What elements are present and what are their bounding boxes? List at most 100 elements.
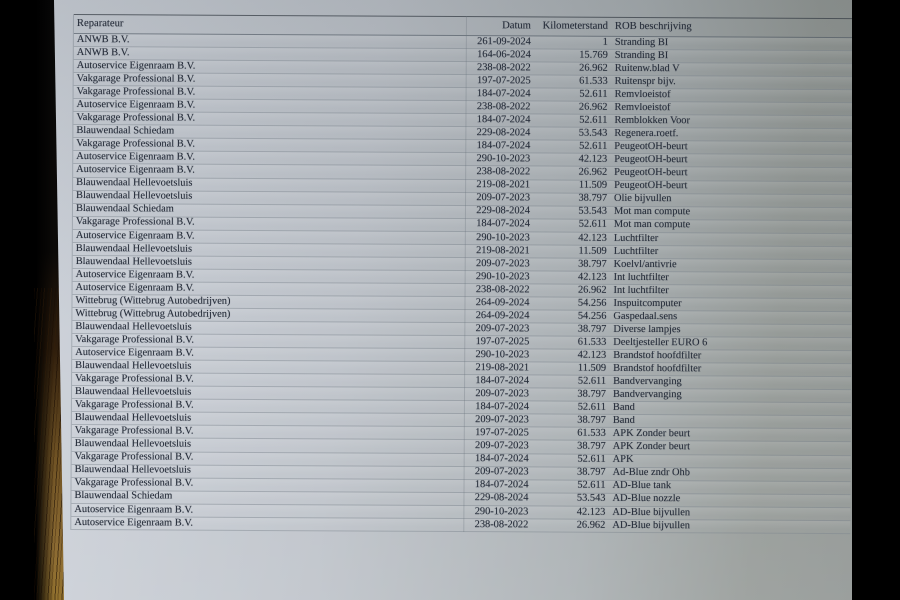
cell-rob-beschrijving: AD-Blue tank [612, 481, 672, 492]
cell-kilometerstand: 38.797 [577, 414, 606, 426]
cell-reparateur: Autoservice Eigenraam B.V. [75, 230, 195, 242]
cell-datum: 290-10-2023 [476, 153, 531, 165]
cell-kilometerstand: 11.509 [578, 179, 608, 192]
cell-kilometerstand: 52.611 [579, 88, 608, 100]
cell-reparateur: Blauwendaal Schiedam [75, 204, 174, 215]
cell-kilometerstand: 54.256 [577, 310, 607, 322]
cell-datum: 197-07-2025 [475, 427, 529, 439]
cell-datum: 290-10-2023 [476, 231, 530, 243]
cell-kilometerstand: 1 [602, 36, 608, 48]
cell-rob-beschrijving: Ad-Blue zndr Ohb [612, 468, 690, 479]
cell-reparateur: Vakgarage Professional B.V. [76, 73, 196, 85]
cell-datum: 184-07-2024 [474, 479, 529, 491]
cell-rob-beschrijving: Remvloeistof [614, 102, 671, 114]
cell-datum: 264-09-2024 [475, 296, 530, 309]
cell-datum: 184-07-2024 [475, 375, 530, 387]
cell-rob-beschrijving: Olie bijvullen [614, 194, 672, 205]
cell-kilometerstand: 61.533 [579, 75, 608, 87]
cell-reparateur: Vakgarage Professional B.V. [75, 374, 194, 385]
cell-rob-beschrijving: Ruitenspr bijv. [614, 76, 676, 88]
cell-kilometerstand: 38.797 [577, 388, 607, 400]
cell-datum: 229-08-2024 [476, 127, 531, 139]
cell-datum: 219-08-2021 [476, 179, 531, 191]
cell-kilometerstand: 52.611 [577, 401, 606, 413]
cell-datum: 184-07-2024 [476, 140, 531, 152]
cell-rob-beschrijving: PeugeotOH-beurt [614, 141, 688, 153]
cell-rob-beschrijving: Brandstof hoofdfilter [613, 363, 702, 375]
cell-reparateur: Vakgarage Professional B.V. [74, 400, 194, 411]
cell-reparateur: Vakgarage Professional B.V. [76, 139, 196, 150]
cell-rob-beschrijving: AD-Blue bijvullen [612, 507, 691, 518]
cell-datum: 229-08-2024 [476, 205, 531, 217]
cell-datum: 219-08-2021 [475, 362, 530, 374]
cell-reparateur: Vakgarage Professional B.V. [74, 426, 194, 437]
cell-rob-beschrijving: Luchtfilter [613, 246, 659, 257]
cell-datum: 209-07-2023 [475, 440, 529, 452]
cell-rob-beschrijving: Bandvervanging [612, 389, 682, 401]
cell-datum: 238-08-2022 [475, 283, 530, 296]
col-header-reparateur: Reparateur [76, 19, 124, 30]
cell-datum: 229-08-2024 [474, 492, 529, 504]
cell-kilometerstand: 11.509 [578, 245, 607, 257]
cell-reparateur: Vakgarage Professional B.V. [74, 478, 194, 490]
cell-reparateur: Blauwendaal Hellevoetsluis [74, 387, 192, 398]
cell-rob-beschrijving: Band [612, 402, 635, 414]
cell-reparateur: ANWB B.V. [76, 34, 130, 46]
cell-rob-beschrijving: Stranding BI [614, 37, 669, 48]
cell-rob-beschrijving: Gaspedaal.sens [613, 311, 678, 322]
cell-reparateur: Autoservice Eigenraam B.V. [74, 517, 194, 529]
cell-datum: 209-07-2023 [476, 192, 531, 204]
cell-kilometerstand: 26.962 [576, 519, 606, 531]
col-header-datum: Datum [502, 20, 531, 32]
cell-rob-beschrijving: PeugeotOH-beurt [614, 181, 688, 192]
cell-rob-beschrijving: AD-Blue nozzle [612, 494, 681, 505]
cell-datum: 164-06-2024 [477, 48, 531, 61]
cell-datum: 184-07-2024 [476, 218, 530, 230]
cell-rob-beschrijving: Luchtfilter [613, 233, 659, 244]
cell-kilometerstand: 38.797 [577, 440, 606, 453]
cell-reparateur: Blauwendaal Hellevoetsluis [74, 413, 192, 424]
cell-reparateur: Autoservice Eigenraam B.V. [76, 165, 195, 176]
cell-datum: 238-08-2022 [477, 62, 531, 74]
cell-rob-beschrijving: AD-Blue bijvullen [612, 520, 691, 531]
cell-datum: 209-07-2023 [475, 414, 529, 426]
cell-kilometerstand: 42.123 [578, 271, 607, 283]
cell-reparateur: Blauwendaal Hellevoetsluis [76, 178, 193, 189]
cell-kilometerstand: 61.533 [577, 336, 607, 348]
cell-kilometerstand: 38.797 [576, 467, 606, 479]
cell-rob-beschrijving: Remvloeistof [614, 89, 671, 101]
cell-kilometerstand: 54.256 [577, 297, 607, 309]
cell-kilometerstand: 38.797 [578, 193, 608, 205]
cell-reparateur: Blauwendaal Hellevoetsluis [75, 321, 192, 333]
cell-rob-beschrijving: Band [612, 415, 635, 427]
cell-datum: 184-07-2024 [476, 114, 531, 126]
cell-reparateur: Blauwendaal Hellevoetsluis [75, 243, 193, 255]
cell-reparateur: Blauwendaal Schiedam [74, 491, 173, 502]
paper-sheet: Reparateur Datum Kilometerstand ROB besc… [54, 0, 852, 600]
cell-kilometerstand: 61.533 [577, 427, 606, 440]
col-header-kilometerstand: Kilometerstand [542, 20, 608, 33]
cell-kilometerstand: 42.123 [577, 349, 607, 361]
cell-rob-beschrijving: PeugeotOH-beurt [614, 168, 688, 179]
cell-kilometerstand: 38.797 [577, 323, 607, 335]
cell-rob-beschrijving: Regenera.roetf. [614, 128, 679, 140]
cell-rob-beschrijving: Koelvl/antivrie [613, 259, 677, 270]
cell-datum: 290-10-2023 [475, 349, 530, 361]
cell-rob-beschrijving: Brandstof hoofdfilter [613, 350, 702, 362]
cell-kilometerstand: 11.509 [577, 362, 607, 374]
cell-reparateur: Autoservice Eigenraam B.V. [76, 60, 196, 72]
cell-datum: 184-07-2024 [475, 401, 529, 413]
cell-reparateur: Autoservice Eigenraam B.V. [76, 100, 196, 111]
cell-datum: 261-09-2024 [477, 35, 531, 48]
cell-kilometerstand: 53.543 [578, 127, 608, 139]
service-history-table: Reparateur Datum Kilometerstand ROB besc… [70, 14, 852, 534]
cell-kilometerstand: 42.123 [578, 232, 607, 244]
cell-datum: 197-07-2025 [476, 75, 531, 87]
cell-reparateur: ANWB B.V. [76, 47, 130, 59]
cell-reparateur: Autoservice Eigenraam B.V. [75, 282, 195, 294]
cell-rob-beschrijving: APK Zonder beurt [612, 429, 691, 440]
cell-rob-beschrijving: Diverse lampjes [613, 324, 681, 336]
cell-reparateur: Vakgarage Professional B.V. [76, 87, 196, 98]
cell-datum: 219-08-2021 [476, 244, 530, 256]
cell-datum: 264-09-2024 [475, 309, 530, 322]
